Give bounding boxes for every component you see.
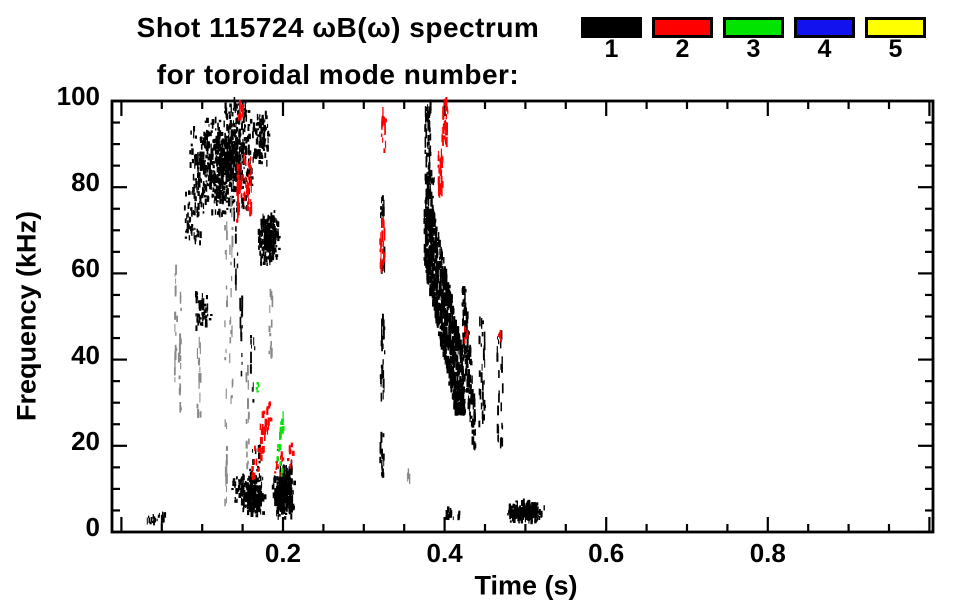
legend-swatch-1 bbox=[581, 17, 642, 38]
legend-swatch-4 bbox=[794, 17, 855, 38]
legend-item-1: 1 bbox=[581, 17, 642, 63]
y-tick-label-60: 60 bbox=[71, 253, 100, 284]
x-tick-label-0.2: 0.2 bbox=[264, 538, 302, 568]
legend-item-5: 5 bbox=[865, 17, 926, 63]
x-tick-label-0.4: 0.4 bbox=[426, 538, 463, 568]
legend-item-2: 2 bbox=[652, 17, 713, 63]
legend-label-2: 2 bbox=[675, 35, 690, 63]
chart-title-line1: Shot 115724 ωB(ω) spectrum bbox=[136, 12, 540, 43]
y-tick-label-100: 100 bbox=[56, 81, 100, 111]
chart-title: Shot 115724 ωB(ω) spectrum for toroidal … bbox=[88, 4, 588, 98]
x-tick-label-0.6: 0.6 bbox=[588, 538, 625, 568]
legend-swatch-5 bbox=[865, 17, 926, 38]
legend-label-5: 5 bbox=[888, 35, 903, 63]
chart-title-line2: for toroidal mode number: bbox=[156, 59, 520, 90]
legend-label-4: 4 bbox=[817, 35, 832, 63]
legend-swatch-3 bbox=[723, 17, 784, 38]
y-tick-label-0: 0 bbox=[85, 512, 100, 542]
x-axis-title: Time (s) bbox=[474, 570, 578, 601]
y-tick-label-20: 20 bbox=[71, 425, 100, 456]
series-3-marks bbox=[255, 382, 285, 477]
legend-item-3: 3 bbox=[723, 17, 784, 63]
series-2-marks bbox=[236, 97, 502, 481]
y-tick-label-80: 80 bbox=[71, 167, 100, 198]
legend-item-4: 4 bbox=[794, 17, 855, 63]
y-tick-label-40: 40 bbox=[71, 339, 100, 370]
legend-swatch-2 bbox=[652, 17, 713, 38]
series-1-marks bbox=[146, 97, 545, 526]
legend: 1 2 3 4 5 bbox=[581, 17, 926, 63]
x-tick-label-0.8: 0.8 bbox=[749, 538, 786, 568]
y-axis-title: Frequency (kHz) bbox=[11, 210, 42, 422]
legend-label-3: 3 bbox=[746, 35, 761, 63]
legend-label-1: 1 bbox=[604, 35, 619, 63]
